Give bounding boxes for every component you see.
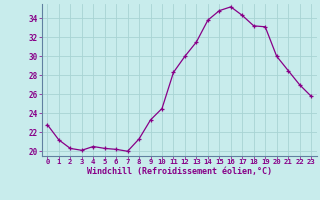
X-axis label: Windchill (Refroidissement éolien,°C): Windchill (Refroidissement éolien,°C) <box>87 167 272 176</box>
